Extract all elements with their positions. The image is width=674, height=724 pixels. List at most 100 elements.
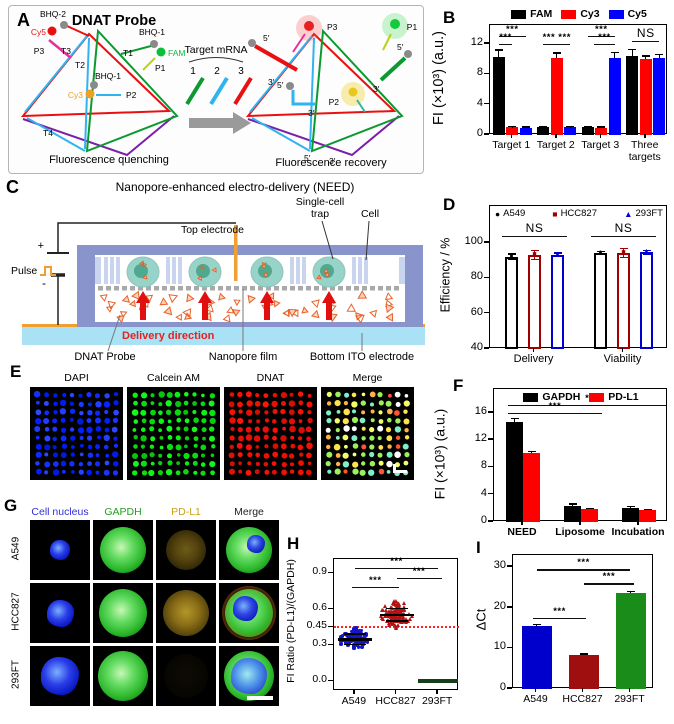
image-title: DNAT — [256, 372, 285, 384]
data-marker: ▲ — [554, 250, 561, 258]
x-category-label: Three — [631, 139, 659, 151]
plot-area: *** *** *** — [333, 556, 459, 690]
error-cap — [553, 255, 562, 258]
significance-label: NS — [525, 221, 544, 235]
panel-c-title: Nanopore-enhanced electro-delivery (NEED… — [116, 180, 355, 194]
y-tick-mark — [507, 606, 512, 608]
error-cap — [642, 249, 651, 252]
bar — [617, 253, 630, 349]
legend-swatch — [523, 392, 539, 402]
y-tick-label: 4 — [476, 96, 483, 109]
swarm-point — [382, 604, 387, 609]
mean-line — [385, 620, 408, 622]
p1-label-left: P1 — [155, 63, 166, 73]
bar — [550, 57, 563, 135]
panel-b-label: B — [443, 8, 456, 27]
swarm-point — [389, 616, 394, 621]
cell-image — [30, 583, 90, 643]
swarm-point — [339, 639, 343, 643]
y-tick-label: 10 — [493, 640, 506, 653]
five-prime-2: 5′ — [277, 80, 284, 90]
swarm-point — [394, 598, 399, 603]
scale-bar — [393, 464, 396, 470]
error-whisker — [631, 49, 633, 57]
cy3-dye-dot — [85, 89, 95, 99]
swarm-point — [346, 638, 351, 643]
y-axis-label: FI (×10³) (a.u.) — [431, 408, 447, 499]
panel-g-label: G — [4, 496, 18, 515]
y-tick-label: 12 — [470, 35, 483, 48]
swarm-point — [405, 618, 410, 623]
scale-bar — [393, 470, 407, 473]
error-cap — [610, 51, 619, 53]
significance-line — [632, 40, 660, 43]
significance-label: *** — [390, 556, 403, 567]
ito-slab — [22, 327, 425, 345]
y-axis-label: FI (×10³) (a.u.) — [431, 31, 447, 125]
swarm-point — [359, 641, 363, 645]
error-cap — [527, 451, 536, 453]
p3-label-left: P3 — [34, 46, 45, 56]
error-cap — [566, 125, 575, 128]
y-tick-mark — [488, 438, 493, 440]
swarm-point — [392, 602, 397, 607]
significance-line — [532, 617, 587, 620]
significance-line — [591, 236, 656, 238]
swarm-point — [393, 626, 398, 631]
bar — [523, 453, 540, 522]
x-tick-mark — [510, 134, 512, 138]
error-cap — [532, 623, 541, 626]
error-cap — [553, 252, 562, 254]
x-category-label: Liposome — [555, 526, 605, 538]
error-cap — [655, 53, 664, 55]
x-tick-mark — [394, 690, 397, 694]
error-whisker — [645, 250, 648, 254]
x-tick-mark — [637, 521, 639, 525]
error-whisker — [556, 53, 558, 58]
y-tick-mark — [328, 643, 333, 646]
significance-line — [498, 35, 526, 37]
swarm-point — [408, 617, 413, 622]
bar — [639, 58, 652, 135]
significance-line — [543, 43, 571, 46]
panel-a: A DNAT Probe BHQ-2 Cy5 P3 — [8, 5, 424, 174]
column-header: GAPDH — [104, 506, 142, 518]
y-tick-label: 30 — [493, 559, 506, 572]
x-tick-mark — [581, 688, 584, 692]
x-category-label: Viability — [603, 353, 642, 365]
y-tick-mark — [507, 646, 512, 649]
trap-label-2: trap — [311, 208, 329, 220]
swarm-point — [353, 631, 357, 635]
bar — [528, 254, 541, 349]
legend-label: FAM — [530, 8, 553, 20]
bar — [505, 256, 518, 349]
cell-structure — [163, 590, 209, 636]
x-category-label: 293FT — [421, 695, 453, 707]
y-tick-mark — [484, 42, 489, 44]
y-tick-mark — [328, 571, 333, 574]
y-tick-mark — [328, 625, 333, 628]
y-tick-label: 0 — [476, 127, 483, 139]
x-category-label: Delivery — [513, 353, 554, 365]
swarm-point — [352, 645, 356, 650]
y-tick-mark — [484, 133, 489, 135]
image-title: Merge — [352, 372, 383, 384]
bhq1-label-top: BHQ-1 — [139, 27, 165, 37]
y-tick-mark — [484, 311, 489, 314]
error-whisker — [535, 624, 538, 627]
bar — [581, 509, 598, 522]
legend: GAPDH PD-L1 — [494, 391, 668, 403]
error-cap — [596, 253, 605, 256]
cell-structure — [100, 527, 146, 573]
swarm-point — [354, 626, 359, 630]
significance-label: *** — [368, 574, 382, 586]
legend-label: GAPDH — [542, 391, 581, 403]
y-tick-label: 0.3 — [312, 637, 327, 650]
y-tick-mark — [484, 276, 489, 279]
cell-image — [156, 583, 216, 643]
cell-image — [30, 646, 90, 706]
cell-image — [30, 520, 90, 580]
significance-label: *** — [577, 557, 590, 569]
